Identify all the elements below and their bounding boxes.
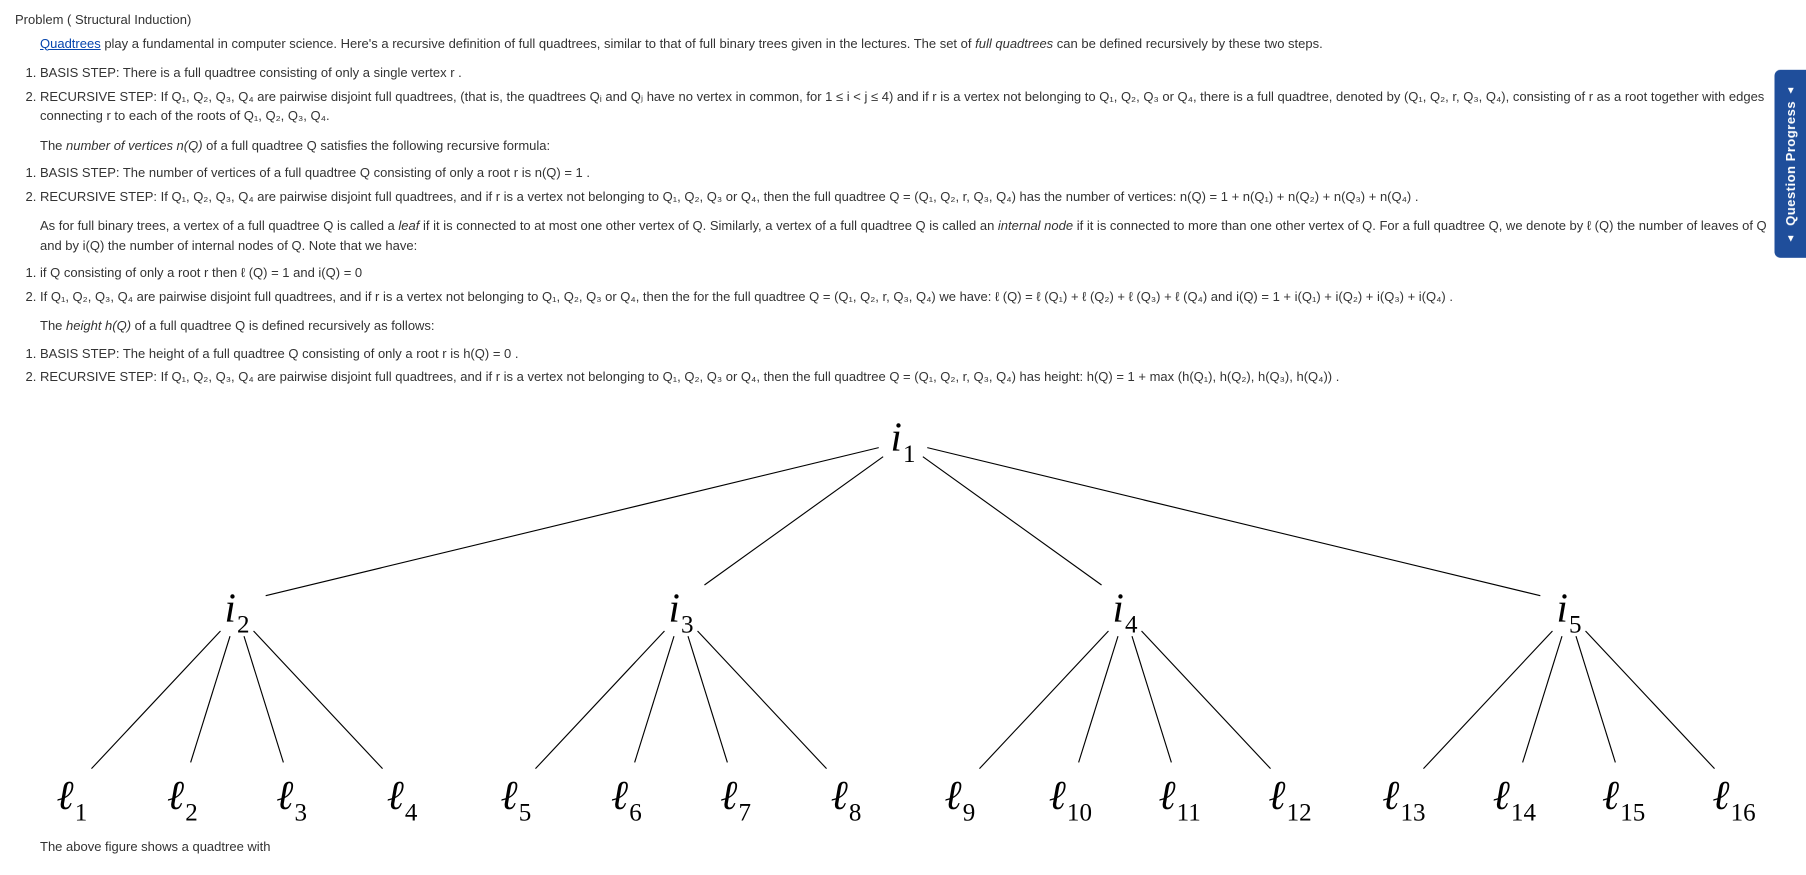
svg-text:ℓ6: ℓ6 <box>611 772 642 826</box>
question-progress-tab[interactable]: ▲ Question Progress ▲ <box>1775 70 1806 258</box>
height-b: of a full quadtree Q is defined recursiv… <box>131 318 434 333</box>
svg-text:i5: i5 <box>1556 584 1581 638</box>
height-steps: BASIS STEP: The height of a full quadtre… <box>15 344 1791 387</box>
leaf-paragraph: As for full binary trees, a vertex of a … <box>40 216 1791 255</box>
vertices-emph: number of vertices n(Q) <box>66 138 203 153</box>
svg-text:ℓ16: ℓ16 <box>1712 772 1755 826</box>
intro-paragraph: Quadtrees play a fundamental in computer… <box>40 34 1791 54</box>
leaf-step-1: if Q consisting of only a root r then ℓ … <box>40 263 1791 283</box>
svg-text:ℓ3: ℓ3 <box>276 772 307 826</box>
vertices-intro-b: of a full quadtree Q satisfies the follo… <box>203 138 551 153</box>
vertices-steps: BASIS STEP: The number of vertices of a … <box>15 163 1791 206</box>
svg-text:ℓ2: ℓ2 <box>167 772 198 826</box>
leaf-b: if it is connected to at most one other … <box>419 218 998 233</box>
vertices-step-1: BASIS STEP: The number of vertices of a … <box>40 163 1791 183</box>
height-intro: The height h(Q) of a full quadtree Q is … <box>40 316 1791 336</box>
intro-text-b: can be defined recursively by these two … <box>1053 36 1323 51</box>
quadtree-figure: i1 i2 i3 i4 i5 ℓ1 ℓ2 ℓ3 ℓ4 ℓ5 ℓ6 ℓ7 ℓ8 ℓ9 ℓ10 ℓ11 ℓ12 ℓ13… <box>15 397 1791 830</box>
svg-text:ℓ4: ℓ4 <box>387 772 418 826</box>
problem-title: Problem ( Structural Induction) <box>15 10 1791 30</box>
svg-text:i1: i1 <box>890 413 915 467</box>
question-progress-label: Question Progress <box>1781 102 1801 227</box>
vertices-step-2: RECURSIVE STEP: If Q₁, Q₂, Q₃, Q₄ are pa… <box>40 187 1791 207</box>
height-a: The <box>40 318 66 333</box>
intro-emph: full quadtrees <box>975 36 1053 51</box>
internal-emph: internal node <box>998 218 1073 233</box>
svg-text:ℓ7: ℓ7 <box>720 772 751 826</box>
leaf-a: As for full binary trees, a vertex of a … <box>40 218 398 233</box>
svg-text:ℓ15: ℓ15 <box>1602 772 1645 826</box>
intro-text-a: play a fundamental in computer science. … <box>101 36 975 51</box>
svg-text:ℓ9: ℓ9 <box>945 772 976 826</box>
figure-caption: The above figure shows a quadtree with <box>40 837 1791 857</box>
svg-text:ℓ5: ℓ5 <box>501 772 532 826</box>
problem-content: Problem ( Structural Induction) Quadtree… <box>15 10 1791 857</box>
height-emph: height h(Q) <box>66 318 131 333</box>
leaf-step-2: If Q₁, Q₂, Q₃, Q₄ are pairwise disjoint … <box>40 287 1791 307</box>
height-step-2: RECURSIVE STEP: If Q₁, Q₂, Q₃, Q₄ are pa… <box>40 367 1791 387</box>
height-step-1: BASIS STEP: The height of a full quadtre… <box>40 344 1791 364</box>
def-step-1: BASIS STEP: There is a full quadtree con… <box>40 63 1791 83</box>
def-step-2: RECURSIVE STEP: If Q₁, Q₂, Q₃, Q₄ are pa… <box>40 87 1791 126</box>
svg-text:ℓ11: ℓ11 <box>1158 772 1200 826</box>
chevron-up-icon: ▲ <box>1783 232 1798 244</box>
vertices-intro-a: The <box>40 138 66 153</box>
definition-steps: BASIS STEP: There is a full quadtree con… <box>15 63 1791 126</box>
quadtree-svg: i1 i2 i3 i4 i5 ℓ1 ℓ2 ℓ3 ℓ4 ℓ5 ℓ6 ℓ7 ℓ8 ℓ9 ℓ10 ℓ11 ℓ12 ℓ13… <box>15 397 1791 830</box>
chevron-up-icon: ▲ <box>1783 84 1798 96</box>
leaf-emph: leaf <box>398 218 419 233</box>
svg-text:i3: i3 <box>668 584 693 638</box>
svg-text:ℓ1: ℓ1 <box>57 772 88 826</box>
quadtrees-link[interactable]: Quadtrees <box>40 36 101 51</box>
svg-text:ℓ12: ℓ12 <box>1268 772 1311 826</box>
svg-text:ℓ10: ℓ10 <box>1049 772 1092 826</box>
svg-text:i2: i2 <box>224 584 249 638</box>
svg-text:ℓ14: ℓ14 <box>1493 772 1537 826</box>
svg-text:ℓ8: ℓ8 <box>831 772 862 826</box>
svg-text:ℓ13: ℓ13 <box>1382 772 1425 826</box>
leaf-steps: if Q consisting of only a root r then ℓ … <box>15 263 1791 306</box>
vertices-intro: The number of vertices n(Q) of a full qu… <box>40 136 1791 156</box>
svg-text:i4: i4 <box>1112 584 1138 638</box>
